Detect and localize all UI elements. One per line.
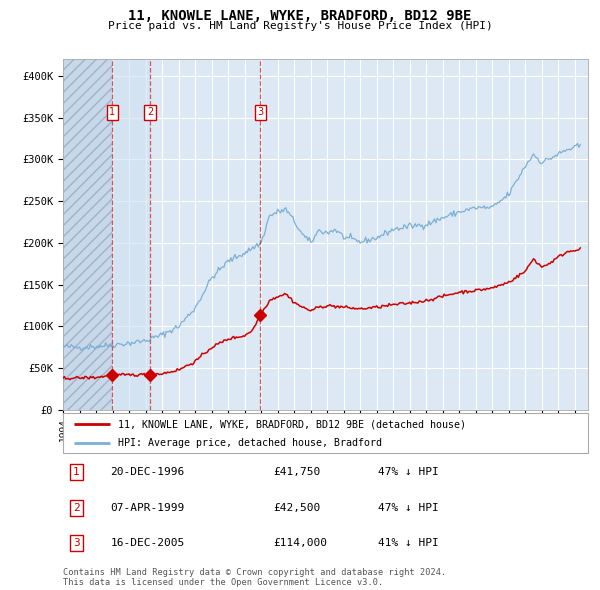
Text: 41% ↓ HPI: 41% ↓ HPI <box>378 538 439 548</box>
Text: 11, KNOWLE LANE, WYKE, BRADFORD, BD12 9BE: 11, KNOWLE LANE, WYKE, BRADFORD, BD12 9B… <box>128 9 472 24</box>
Text: Price paid vs. HM Land Registry's House Price Index (HPI): Price paid vs. HM Land Registry's House … <box>107 21 493 31</box>
Text: 20-DEC-1996: 20-DEC-1996 <box>110 467 185 477</box>
Text: HPI: Average price, detached house, Bradford: HPI: Average price, detached house, Brad… <box>118 438 382 448</box>
Text: 16-DEC-2005: 16-DEC-2005 <box>110 538 185 548</box>
Text: 2: 2 <box>147 107 153 117</box>
Text: 07-APR-1999: 07-APR-1999 <box>110 503 185 513</box>
Text: 3: 3 <box>73 538 79 548</box>
Text: 47% ↓ HPI: 47% ↓ HPI <box>378 467 439 477</box>
Text: 1: 1 <box>73 467 79 477</box>
Text: 1: 1 <box>109 107 115 117</box>
Text: £42,500: £42,500 <box>273 503 320 513</box>
Text: 47% ↓ HPI: 47% ↓ HPI <box>378 503 439 513</box>
Bar <box>112 59 150 410</box>
Text: £41,750: £41,750 <box>273 467 320 477</box>
Text: 2: 2 <box>73 503 79 513</box>
Text: £114,000: £114,000 <box>273 538 327 548</box>
Text: 3: 3 <box>257 107 263 117</box>
Text: 11, KNOWLE LANE, WYKE, BRADFORD, BD12 9BE (detached house): 11, KNOWLE LANE, WYKE, BRADFORD, BD12 9B… <box>118 419 466 430</box>
Text: Contains HM Land Registry data © Crown copyright and database right 2024.
This d: Contains HM Land Registry data © Crown c… <box>63 568 446 587</box>
